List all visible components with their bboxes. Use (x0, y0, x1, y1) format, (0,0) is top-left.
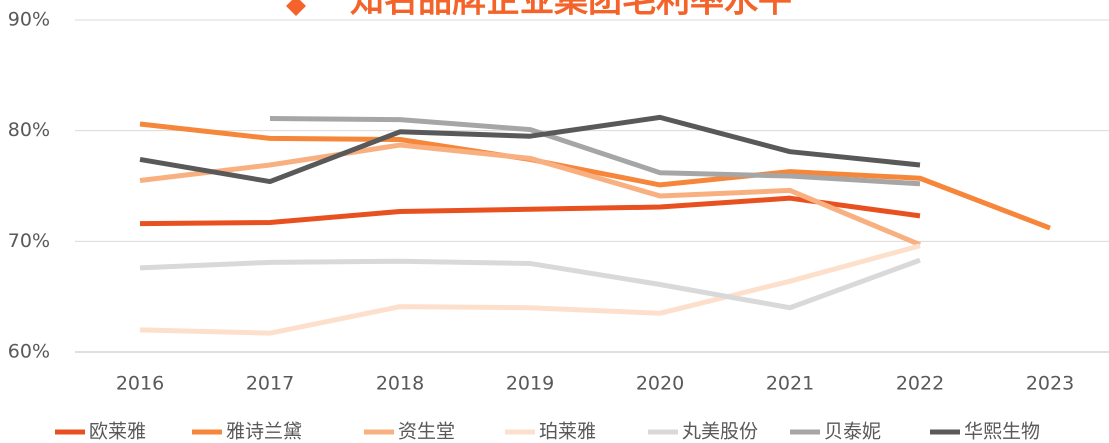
x-tick-label: 2023 (1026, 373, 1074, 395)
series-line (139, 243, 921, 336)
x-tick-label: 2022 (896, 373, 944, 395)
chart-title: 知名品牌企业集团毛利率水平 (350, 0, 792, 21)
x-tick-label: 2017 (246, 373, 294, 395)
series-line (139, 142, 921, 247)
legend-label: 欧莱雅 (89, 421, 146, 443)
title-icon (286, 0, 306, 16)
x-tick-label: 2020 (636, 373, 684, 395)
y-tick-label: 90% (8, 9, 50, 31)
legend-label: 贝泰妮 (824, 421, 881, 443)
series-line (139, 121, 1051, 231)
x-tick-label: 2016 (116, 373, 164, 395)
legend-label: 华熙生物 (964, 421, 1040, 443)
legend-label: 丸美股份 (682, 421, 758, 443)
x-tick-label: 2019 (506, 373, 554, 395)
series-line (139, 257, 921, 311)
x-tick-label: 2021 (766, 373, 814, 395)
legend-label: 雅诗兰黛 (226, 421, 302, 443)
y-tick-label: 60% (8, 341, 50, 363)
series-line (269, 115, 921, 187)
y-tick-label: 70% (8, 230, 50, 252)
series-line (139, 114, 921, 185)
legend-label: 珀莱雅 (539, 421, 596, 443)
x-tick-label: 2018 (376, 373, 424, 395)
series-line (139, 195, 921, 227)
y-tick-label: 80% (8, 119, 50, 141)
legend-label: 资生堂 (398, 421, 455, 443)
